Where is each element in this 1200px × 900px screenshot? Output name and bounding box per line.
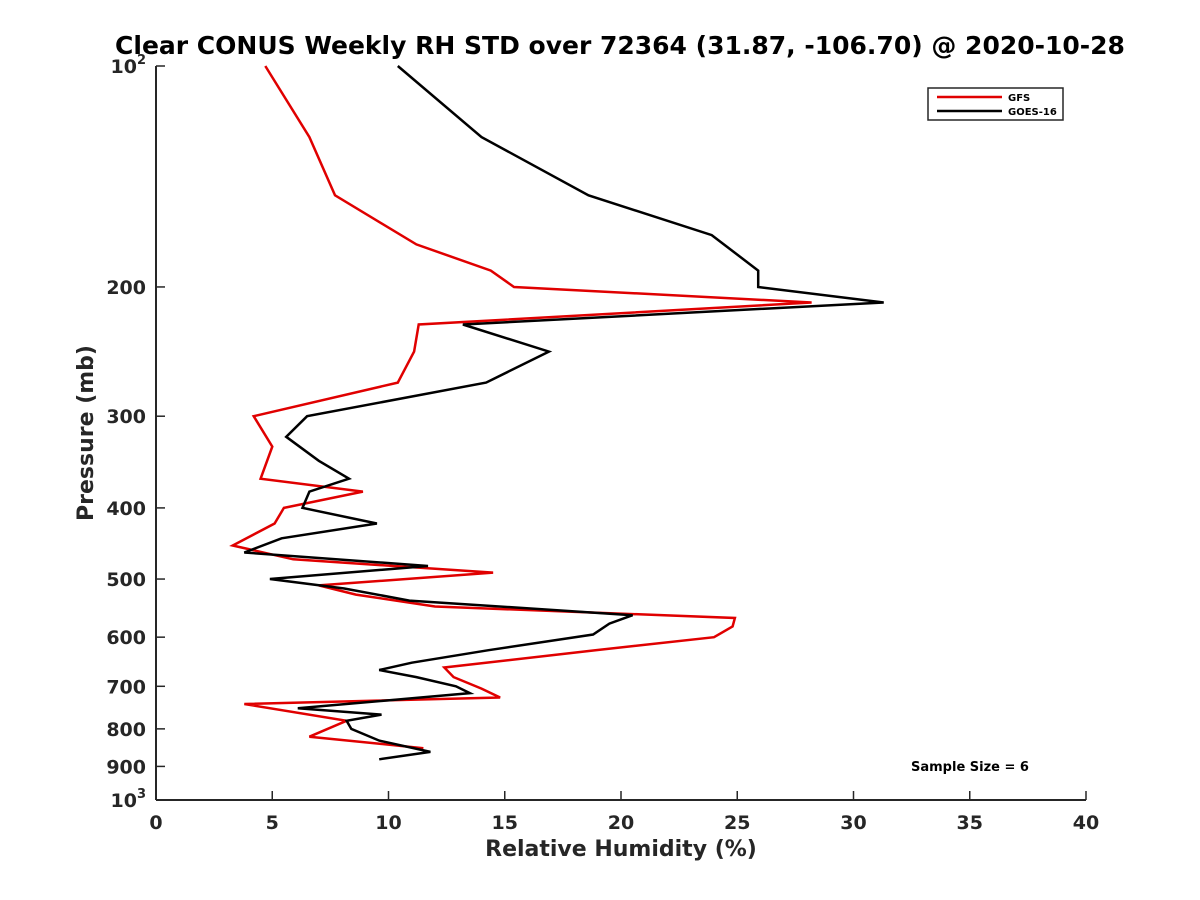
sample-size-annotation: Sample Size = 6	[911, 760, 1029, 775]
legend-label-goes16: GOES-16	[1008, 107, 1057, 118]
chart-title: Clear CONUS Weekly RH STD over 72364 (31…	[115, 31, 1125, 60]
x-tick-label: 10	[375, 812, 401, 834]
y-tick-label: 700	[106, 676, 146, 698]
y-tick-label: 600	[106, 627, 146, 649]
x-tick-label: 25	[724, 812, 750, 834]
y-tick-label: 800	[106, 719, 146, 741]
x-tick-label: 40	[1073, 812, 1099, 834]
series-layer	[229, 65, 884, 761]
x-tick-label: 20	[608, 812, 634, 834]
y-tick-label: 300	[106, 406, 146, 428]
x-ticks: 0 5 10 15 20 25 30 35 40	[149, 791, 1099, 834]
legend: GFS GOES-16	[927, 87, 1064, 121]
x-tick-label: 0	[149, 812, 162, 834]
x-tick-label: 30	[840, 812, 866, 834]
series-line-goes16	[243, 65, 884, 761]
y-tick-label: 900	[106, 756, 146, 778]
y-tick-label: 102	[111, 53, 147, 78]
x-tick-label: 5	[266, 812, 279, 834]
y-ticks: 102 200 300 400 500 600 700 800 900 103	[106, 53, 165, 812]
y-tick-label: 103	[111, 787, 147, 812]
legend-label-gfs: GFS	[1008, 93, 1030, 104]
y-tick-label: 400	[106, 498, 146, 520]
y-axis-label: Pressure (mb)	[74, 345, 99, 521]
y-tick-label: 200	[106, 277, 146, 299]
series-line-gfs	[229, 65, 812, 750]
legend-box	[927, 87, 1064, 121]
y-tick-label: 500	[106, 569, 146, 591]
x-axis-label: Relative Humidity (%)	[485, 837, 757, 862]
x-tick-label: 15	[492, 812, 518, 834]
x-tick-label: 35	[957, 812, 983, 834]
